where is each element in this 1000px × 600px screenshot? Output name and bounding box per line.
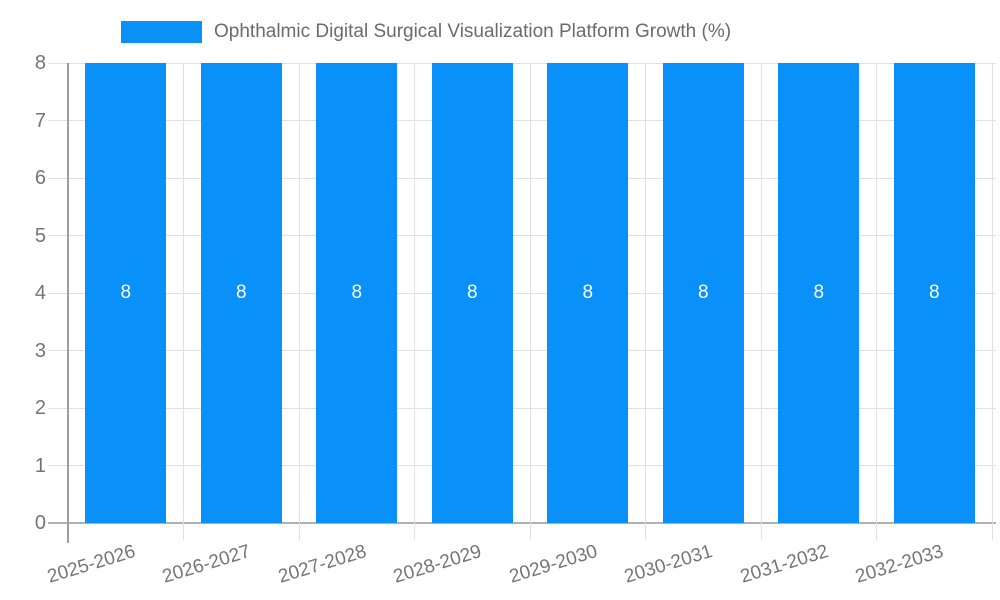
bar-value-label: 8 (235, 282, 247, 303)
y-gridline (48, 120, 996, 121)
legend-label: Ophthalmic Digital Surgical Visualizatio… (214, 21, 732, 42)
y-axis-tick-label: 3 (34, 339, 46, 362)
x-axis-baseline (48, 522, 996, 524)
bar-value-label: 8 (928, 282, 940, 303)
x-gridline (760, 63, 762, 540)
x-gridline (991, 63, 993, 540)
y-axis-tick-label: 5 (34, 224, 46, 247)
chart-legend: Ophthalmic Digital Surgical Visualizatio… (121, 21, 731, 43)
y-axis-tick-label: 4 (34, 282, 46, 304)
x-axis-tick-label: 2026-2027 (160, 541, 254, 588)
x-axis-tick-label: 2029-2030 (506, 541, 600, 588)
bar[interactable] (778, 63, 860, 523)
x-gridline (298, 63, 300, 540)
x-gridline (414, 63, 415, 540)
x-axis-tick-label: 2027-2028 (275, 541, 369, 588)
bar-value-label: 8 (466, 282, 478, 303)
bar[interactable] (431, 63, 513, 523)
y-axis-tick-label: 7 (34, 109, 46, 132)
x-gridline (529, 63, 531, 540)
bar[interactable] (893, 63, 975, 523)
x-gridline (876, 63, 877, 540)
y-gridline (48, 62, 996, 64)
y-axis-line (67, 63, 69, 543)
bar-value-label: 8 (582, 282, 594, 303)
y-gridline (48, 235, 996, 236)
x-gridline (645, 63, 646, 540)
y-gridline (48, 465, 996, 466)
bar-value-label: 8 (697, 282, 709, 303)
bar-value-label: 8 (351, 282, 363, 303)
bar[interactable] (316, 63, 398, 523)
bar-value-label: 8 (813, 282, 825, 303)
y-axis-tick-label: 8 (34, 52, 46, 74)
x-axis-tick-label: 2032-2033 (853, 541, 947, 588)
bar[interactable] (662, 63, 744, 523)
legend-swatch-icon (121, 21, 202, 43)
bar[interactable] (200, 63, 282, 523)
bar[interactable] (547, 63, 629, 523)
y-axis-tick-label: 1 (34, 454, 46, 477)
y-axis-tick-label: 2 (34, 397, 46, 419)
x-axis-tick-label: 2028-2029 (391, 541, 485, 588)
x-gridline (183, 63, 184, 540)
x-axis-tick-label: 2031-2032 (737, 541, 831, 588)
y-gridline (48, 350, 996, 351)
y-gridline (48, 292, 996, 294)
bar[interactable] (85, 63, 167, 523)
y-axis-tick-label: 6 (34, 167, 46, 189)
bar-value-label: 8 (120, 282, 132, 303)
x-axis-tick-label: 2030-2031 (622, 541, 716, 588)
x-axis-tick-label: 2025-2026 (44, 541, 138, 588)
y-axis-tick-label: 0 (34, 512, 46, 534)
y-gridline (48, 407, 996, 409)
y-gridline (48, 177, 996, 179)
